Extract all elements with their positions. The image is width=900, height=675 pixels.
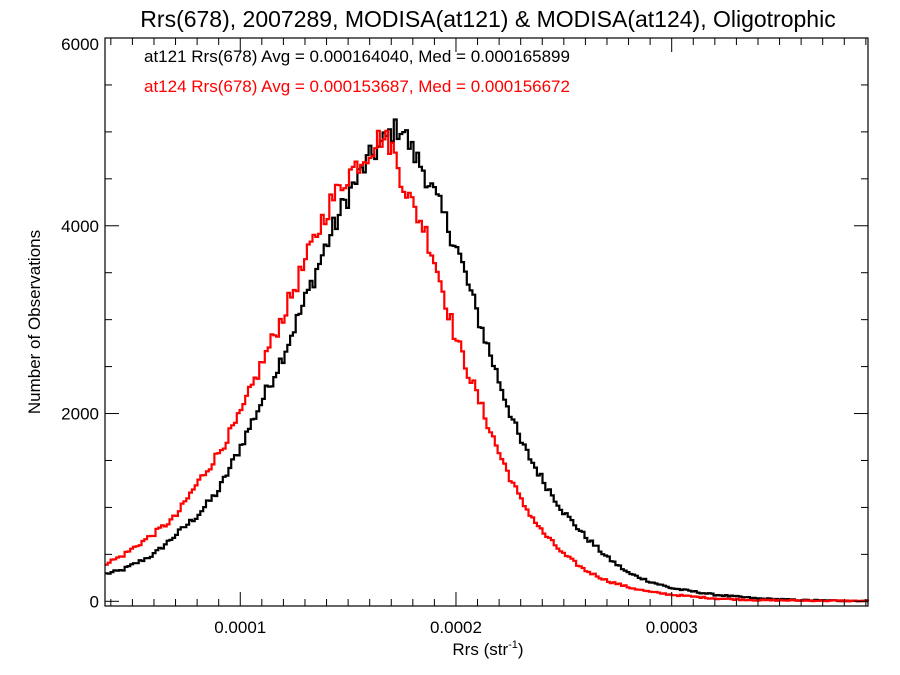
chart-title: Rrs(678), 2007289, MODISA(at121) & MODIS…	[140, 6, 835, 32]
y-tick-label: 4000	[61, 217, 99, 236]
x-tick-label: 0.0001	[214, 618, 266, 637]
y-tick-label: 6000	[61, 35, 99, 54]
legend-entry-at124: at124 Rrs(678) Avg = 0.000153687, Med = …	[144, 77, 570, 96]
histogram-series-at121	[105, 118, 869, 603]
y-axis-label: Number of Observations	[25, 230, 44, 414]
x-axis-label-superscript: -1	[508, 639, 518, 651]
x-axis-label-main: Rrs (str	[452, 640, 508, 659]
x-tick-label: 0.0002	[430, 618, 482, 637]
x-axis-label: Rrs (str-1)	[452, 639, 523, 659]
y-tick-label: 0	[90, 592, 99, 611]
plot-frame	[104, 37, 869, 607]
x-axis-label-close: )	[518, 640, 524, 659]
legend-entry-at121: at121 Rrs(678) Avg = 0.000164040, Med = …	[144, 47, 570, 66]
y-tick-label: 2000	[61, 405, 99, 424]
x-tick-label: 0.0003	[646, 618, 698, 637]
histogram-series-at124	[105, 129, 869, 603]
